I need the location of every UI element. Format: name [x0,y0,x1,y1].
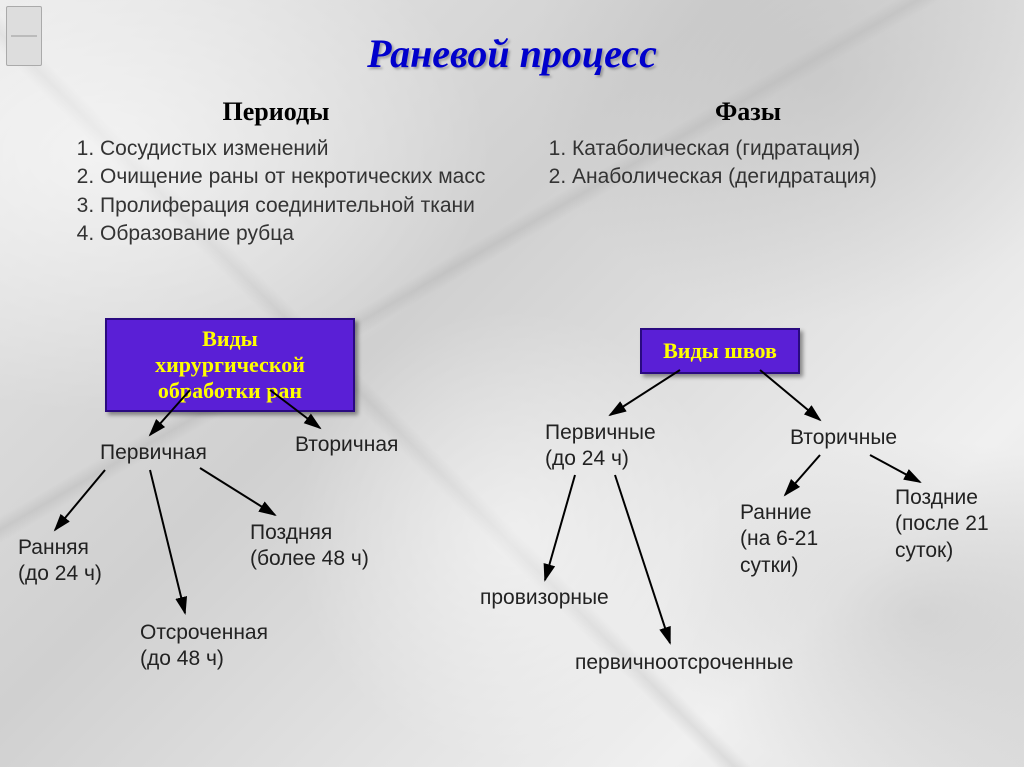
page-title: Раневой процесс [0,0,1024,77]
phases-list: Катаболическая (гидратация) Анаболическа… [512,135,984,192]
left-column: Периоды Сосудистых изменений Очищение ра… [40,97,512,248]
box-line: Виды хирургической [125,326,335,378]
right-column: Фазы Катаболическая (гидратация) Анаболи… [512,97,984,248]
node-provisional: провизорные [480,585,609,611]
list-item: Очищение раны от некротических масс [100,163,512,191]
list-item: Катаболическая (гидратация) [572,135,984,163]
periods-heading: Периоды [40,97,512,127]
node-primary-delayed: первичноотсроченные [575,650,793,676]
box-line: Виды швов [663,338,777,363]
node-delayed: Отсроченная (до 48 ч) [140,620,268,673]
list-item: Образование рубца [100,220,512,248]
box-suture-types: Виды швов [640,328,800,374]
box-line: обработки ран [125,378,335,404]
node-early: Ранняя (до 24 ч) [18,535,102,588]
node-late: Поздняя (более 48 ч) [250,520,369,573]
node-primary: Первичная [100,440,207,466]
periods-list: Сосудистых изменений Очищение раны от не… [40,135,512,248]
node-early-sutures: Ранние (на 6-21 сутки) [740,500,818,579]
node-secondary-sutures: Вторичные [790,425,897,451]
phases-heading: Фазы [512,97,984,127]
box-surgical-treatment: Виды хирургической обработки ран [105,318,355,412]
list-item: Анаболическая (дегидратация) [572,163,984,191]
node-secondary: Вторичная [295,432,398,458]
node-primary-sutures: Первичные (до 24 ч) [545,420,656,473]
list-item: Сосудистых изменений [100,135,512,163]
node-late-sutures: Поздние (после 21 суток) [895,485,989,564]
columns: Периоды Сосудистых изменений Очищение ра… [0,77,1024,248]
list-item: Пролиферация соединительной ткани [100,192,512,220]
